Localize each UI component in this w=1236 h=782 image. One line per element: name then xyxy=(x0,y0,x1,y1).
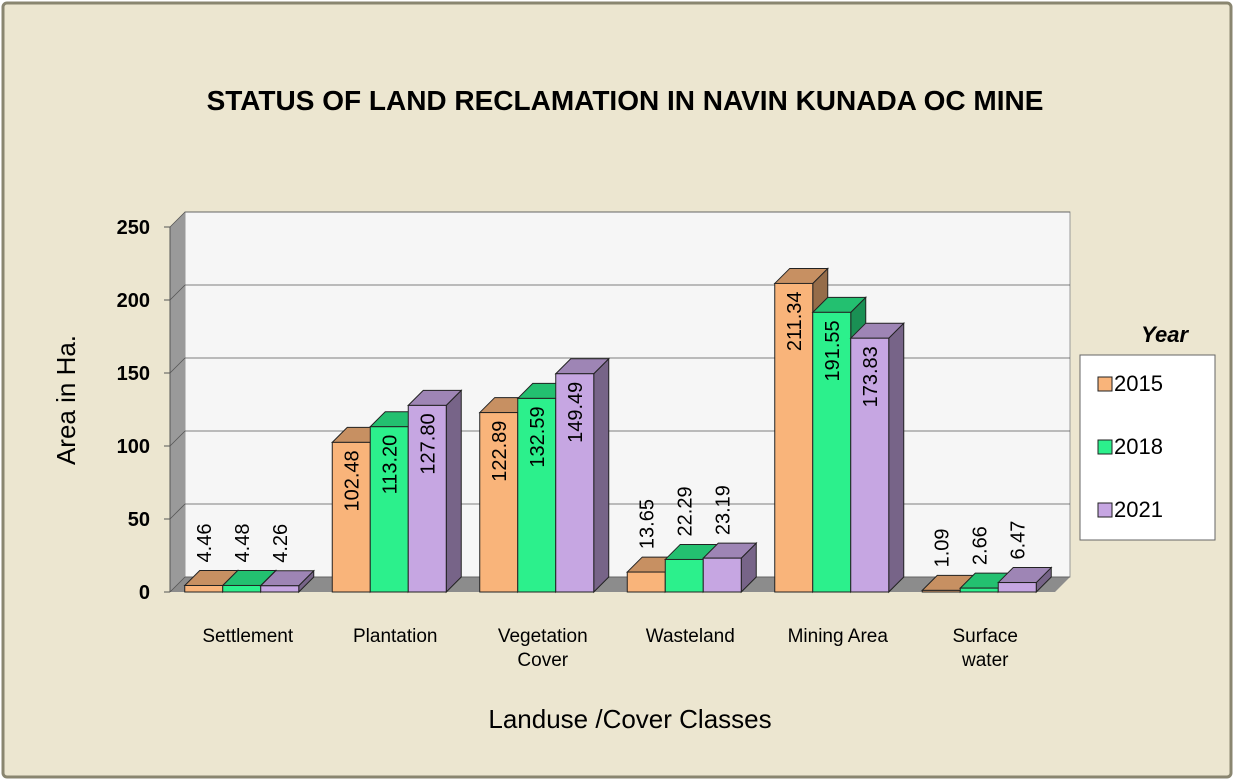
bar xyxy=(260,585,300,593)
legend-swatch xyxy=(1097,502,1113,518)
y-tick-label: 50 xyxy=(128,509,150,531)
y-tick-label: 0 xyxy=(139,582,150,604)
y-tick-label: 250 xyxy=(117,217,150,239)
x-tick-label: Plantation xyxy=(352,626,438,647)
data-label: 13.65 xyxy=(636,499,658,549)
legend-swatch xyxy=(1097,376,1113,392)
data-label: 4.26 xyxy=(270,524,292,563)
data-label: 132.59 xyxy=(527,406,549,467)
bar xyxy=(702,557,742,593)
data-label: 4.46 xyxy=(194,524,216,563)
bar xyxy=(184,584,224,593)
data-label: 102.48 xyxy=(341,450,363,511)
grid-line xyxy=(169,211,186,228)
bar xyxy=(997,582,1037,593)
y-tick-label: 200 xyxy=(117,290,150,312)
grid-line xyxy=(169,576,186,593)
bar xyxy=(626,571,666,593)
y-tick-label: 150 xyxy=(117,363,150,385)
bar xyxy=(222,584,262,593)
bar xyxy=(517,397,557,593)
bar xyxy=(369,426,409,593)
data-label: 149.49 xyxy=(565,382,587,443)
x-tick-label: Surface water xyxy=(952,626,1018,671)
data-label: 6.47 xyxy=(1007,521,1029,560)
grid-line xyxy=(169,357,186,374)
legend-label: 2015 xyxy=(1114,371,1163,396)
data-label: 2.66 xyxy=(969,526,991,565)
chart-title: STATUS OF LAND RECLAMATION IN NAVIN KUNA… xyxy=(207,85,1044,116)
bar-side xyxy=(445,389,462,594)
bar-side xyxy=(593,357,610,594)
bar xyxy=(959,587,999,593)
x-tick-label: Wasteland xyxy=(645,626,735,647)
bar xyxy=(479,412,519,593)
y-axis-label: Area in Ha. xyxy=(51,335,81,465)
bar xyxy=(664,558,704,593)
bar xyxy=(407,404,447,593)
y-tick-label: 100 xyxy=(117,436,150,458)
data-label: 127.80 xyxy=(417,413,439,474)
bar xyxy=(921,589,961,593)
data-label: 1.09 xyxy=(931,528,953,567)
bar xyxy=(555,373,595,593)
data-label: 211.34 xyxy=(784,291,806,351)
bar xyxy=(774,282,814,593)
x-tick-label: Vegetation Cover xyxy=(497,626,588,671)
x-tick-label: Mining Area xyxy=(787,626,888,647)
grid-line xyxy=(169,284,186,301)
back-wall xyxy=(184,211,1071,578)
x-axis-label: Landuse /Cover Classes xyxy=(488,704,771,734)
legend-label: 2018 xyxy=(1114,434,1163,459)
data-label: 22.29 xyxy=(674,486,696,536)
legend-label: 2021 xyxy=(1114,497,1163,522)
data-label: 191.55 xyxy=(822,320,844,381)
side-wall xyxy=(170,212,185,592)
bar xyxy=(850,337,890,593)
grid-line xyxy=(169,503,186,520)
data-label: 4.48 xyxy=(232,524,254,563)
legend-swatch xyxy=(1097,439,1113,455)
data-label: 173.83 xyxy=(860,346,882,407)
bar-side xyxy=(888,322,905,594)
bar xyxy=(812,311,852,593)
grid-line xyxy=(169,430,186,447)
data-label: 23.19 xyxy=(712,485,734,535)
data-label: 113.20 xyxy=(379,435,401,495)
legend-title: Year xyxy=(1141,322,1189,347)
bar xyxy=(331,441,371,593)
data-label: 122.89 xyxy=(489,421,511,482)
x-tick-label: Settlement xyxy=(202,626,294,647)
